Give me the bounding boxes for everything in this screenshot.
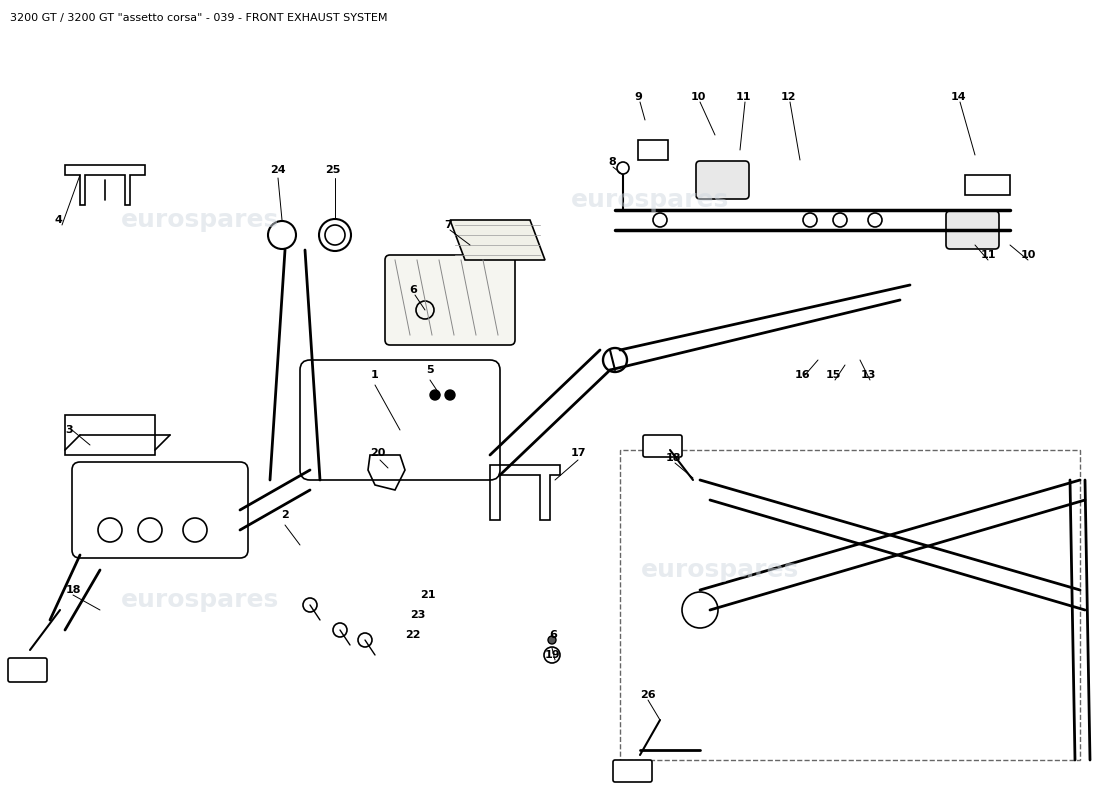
Text: 15: 15 [825, 370, 840, 380]
FancyBboxPatch shape [644, 435, 682, 457]
Text: 11: 11 [980, 250, 996, 260]
FancyBboxPatch shape [696, 161, 749, 199]
FancyBboxPatch shape [300, 360, 500, 480]
Text: 22: 22 [405, 630, 420, 640]
Text: 3200 GT / 3200 GT "assetto corsa" - 039 - FRONT EXHAUST SYSTEM: 3200 GT / 3200 GT "assetto corsa" - 039 … [10, 13, 387, 23]
Text: 8: 8 [608, 157, 616, 167]
Text: 10: 10 [691, 92, 706, 102]
FancyBboxPatch shape [613, 760, 652, 782]
Text: 17: 17 [570, 448, 585, 458]
Text: 13: 13 [860, 370, 876, 380]
Text: 26: 26 [640, 690, 656, 700]
Text: 16: 16 [795, 370, 811, 380]
Text: 18: 18 [65, 585, 80, 595]
Text: 3: 3 [65, 425, 73, 435]
Polygon shape [450, 220, 544, 260]
Text: 12: 12 [780, 92, 795, 102]
Text: 5: 5 [426, 365, 433, 375]
Text: 1: 1 [371, 370, 378, 380]
FancyBboxPatch shape [65, 415, 155, 455]
FancyBboxPatch shape [385, 255, 515, 345]
Text: 21: 21 [420, 590, 436, 600]
Circle shape [548, 636, 556, 644]
Text: eurospares: eurospares [571, 188, 729, 212]
Text: eurospares: eurospares [641, 558, 799, 582]
Text: 20: 20 [371, 448, 386, 458]
FancyBboxPatch shape [946, 211, 999, 249]
Text: 4: 4 [54, 215, 62, 225]
Text: 6: 6 [549, 630, 557, 640]
Text: 11: 11 [735, 92, 750, 102]
Text: 24: 24 [271, 165, 286, 175]
Circle shape [446, 390, 455, 400]
Text: eurospares: eurospares [121, 588, 279, 612]
Circle shape [430, 390, 440, 400]
FancyBboxPatch shape [72, 462, 248, 558]
Text: 23: 23 [410, 610, 426, 620]
Text: 10: 10 [1021, 250, 1036, 260]
Text: 25: 25 [326, 165, 341, 175]
FancyBboxPatch shape [8, 658, 47, 682]
Text: 18: 18 [666, 453, 681, 463]
Text: 6: 6 [409, 285, 417, 295]
Text: 9: 9 [634, 92, 642, 102]
FancyBboxPatch shape [620, 450, 1080, 760]
Text: 2: 2 [282, 510, 289, 520]
Text: eurospares: eurospares [121, 208, 279, 232]
Text: 19: 19 [546, 650, 561, 660]
Text: 14: 14 [950, 92, 966, 102]
Text: 7: 7 [444, 220, 452, 230]
